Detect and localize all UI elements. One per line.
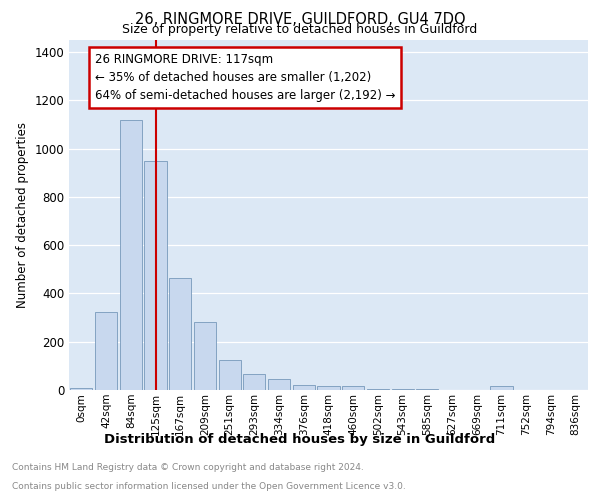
Text: 26 RINGMORE DRIVE: 117sqm
← 35% of detached houses are smaller (1,202)
64% of se: 26 RINGMORE DRIVE: 117sqm ← 35% of detac…	[95, 54, 395, 102]
Text: Contains public sector information licensed under the Open Government Licence v3: Contains public sector information licen…	[12, 482, 406, 491]
Bar	[342, 386, 364, 390]
Text: Size of property relative to detached houses in Guildford: Size of property relative to detached ho…	[122, 22, 478, 36]
Bar	[218, 360, 241, 390]
Bar	[194, 322, 216, 390]
Bar	[293, 385, 315, 390]
Text: Contains HM Land Registry data © Crown copyright and database right 2024.: Contains HM Land Registry data © Crown c…	[12, 464, 364, 472]
Bar	[490, 386, 512, 390]
Y-axis label: Number of detached properties: Number of detached properties	[16, 122, 29, 308]
Bar	[268, 379, 290, 390]
Bar	[70, 388, 92, 390]
Bar	[145, 160, 167, 390]
Bar	[317, 386, 340, 390]
Bar	[169, 278, 191, 390]
Bar	[392, 389, 414, 390]
Bar	[119, 120, 142, 390]
Bar	[95, 312, 117, 390]
Bar	[367, 389, 389, 390]
Text: Distribution of detached houses by size in Guildford: Distribution of detached houses by size …	[104, 432, 496, 446]
Bar	[243, 374, 265, 390]
Text: 26, RINGMORE DRIVE, GUILDFORD, GU4 7DQ: 26, RINGMORE DRIVE, GUILDFORD, GU4 7DQ	[134, 12, 466, 28]
